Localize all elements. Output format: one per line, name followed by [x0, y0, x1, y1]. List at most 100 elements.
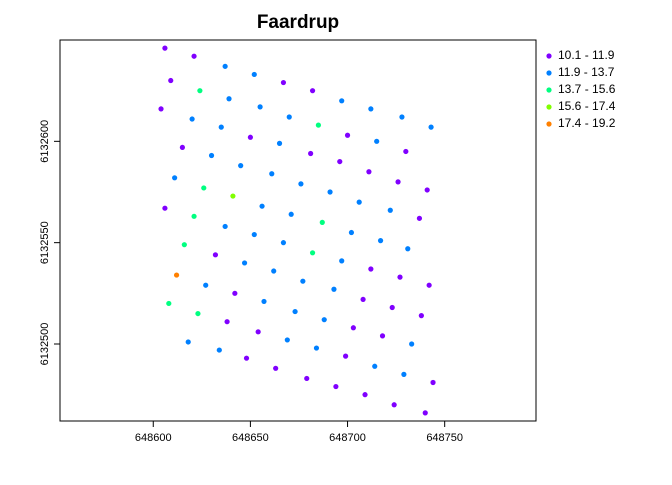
point [251, 231, 257, 238]
point [208, 152, 215, 159]
point [333, 383, 339, 390]
point [203, 282, 209, 288]
point [191, 53, 197, 59]
point [405, 246, 411, 252]
point [430, 379, 436, 386]
point [191, 213, 197, 219]
point [273, 365, 279, 371]
point [271, 268, 277, 274]
point [162, 45, 168, 51]
point [298, 181, 304, 187]
point [360, 296, 366, 303]
point [257, 104, 263, 110]
point [284, 337, 290, 343]
x-tick-label: 648700 [329, 432, 366, 444]
point [350, 325, 356, 331]
point [377, 238, 384, 244]
point [259, 203, 265, 209]
y-tick-label: 6132600 [39, 120, 51, 163]
point [269, 171, 275, 177]
point [179, 144, 185, 151]
point [348, 229, 355, 236]
point [416, 215, 423, 221]
point [158, 106, 164, 112]
plot-box [59, 39, 537, 422]
legend-marker [546, 53, 552, 59]
legend-marker [546, 70, 552, 76]
legend-label: 13.7 - 15.6 [558, 82, 616, 96]
point [261, 298, 267, 305]
point [366, 169, 372, 175]
point [226, 96, 232, 102]
y-tick-label: 6132550 [39, 221, 51, 264]
legend-label: 11.9 - 13.7 [558, 65, 615, 79]
point [309, 88, 316, 94]
point [389, 304, 395, 311]
point [251, 71, 257, 78]
point [304, 375, 310, 382]
point [309, 250, 316, 256]
legend-marker [546, 104, 552, 110]
legend-marker [546, 87, 552, 93]
point [181, 242, 187, 248]
point [212, 252, 219, 258]
point [368, 106, 374, 112]
point [362, 392, 368, 398]
point [222, 63, 228, 69]
point [387, 207, 393, 213]
point [319, 219, 325, 225]
point [166, 300, 172, 307]
point [195, 310, 201, 317]
point [197, 88, 203, 94]
point [247, 134, 253, 140]
legend-label: 15.6 - 17.4 [558, 99, 616, 113]
legend-label: 10.1 - 11.9 [558, 48, 615, 62]
point [313, 345, 320, 351]
point [286, 114, 292, 120]
point [379, 333, 386, 339]
point [391, 402, 397, 408]
point [339, 98, 345, 104]
point [403, 148, 409, 155]
point [224, 319, 230, 325]
point [327, 189, 333, 195]
point [424, 187, 430, 193]
point [172, 175, 178, 181]
point [173, 272, 180, 278]
point [426, 282, 432, 288]
point [230, 193, 236, 199]
legend-marker [546, 121, 552, 127]
point [344, 132, 351, 138]
point [339, 258, 345, 264]
point [232, 290, 238, 296]
x-tick-label: 648650 [232, 432, 269, 444]
point [409, 341, 415, 347]
point [288, 211, 294, 217]
point [356, 199, 362, 205]
point [401, 371, 407, 377]
point [397, 274, 403, 280]
point [331, 286, 337, 292]
point [428, 124, 434, 130]
point [308, 150, 314, 157]
chart-title: Faardrup [257, 12, 339, 33]
point [255, 329, 261, 335]
point [321, 317, 327, 323]
point [189, 116, 195, 122]
point [201, 185, 207, 191]
point [185, 339, 191, 345]
point [374, 138, 380, 144]
y-tick-label: 6132500 [39, 323, 51, 366]
point [222, 223, 228, 230]
point [216, 347, 222, 353]
point [368, 266, 374, 272]
x-tick-label: 648750 [426, 432, 463, 444]
point [315, 122, 321, 128]
point [238, 163, 244, 169]
point [280, 240, 287, 246]
point [418, 313, 424, 319]
point [276, 140, 283, 146]
point [372, 363, 378, 369]
point [243, 355, 250, 361]
